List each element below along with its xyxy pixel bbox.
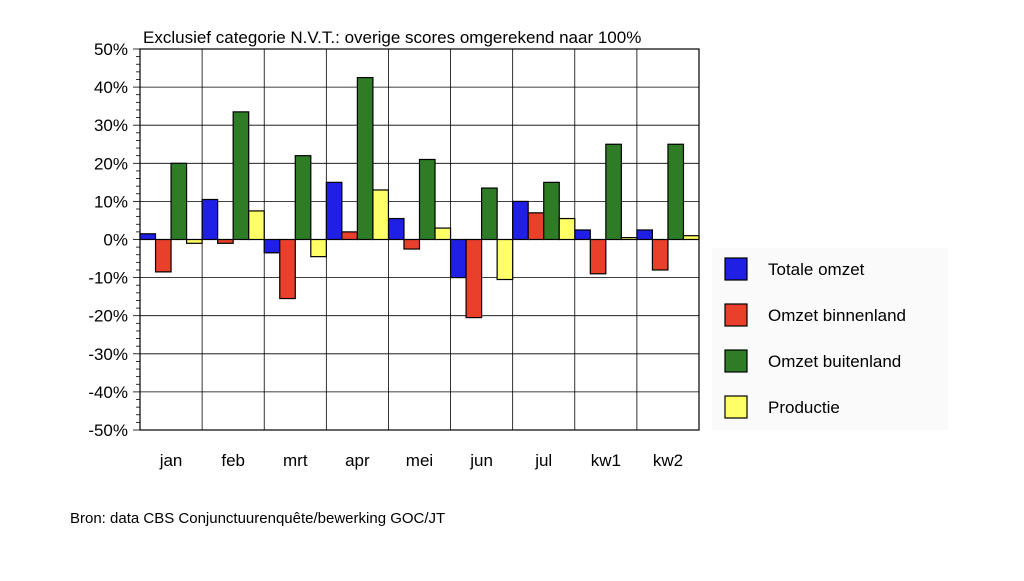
y-tick-label: -10% [88,269,128,288]
bar-omzet-buitenland-kw2 [667,143,685,241]
chart-title: Exclusief categorie N.V.T.: overige scor… [143,28,641,47]
bar-omzet-buitenland-jun [481,187,498,241]
x-tick-label: jun [469,451,493,470]
bar-productie-jul [558,217,576,241]
legend-label: Totale omzet [768,260,865,279]
bars [139,76,700,319]
bar-omzet-binnenland-kw1 [589,238,607,275]
bar-totale-omzet-jul [512,200,529,241]
bar-omzet-buitenland-mrt [294,155,312,241]
x-tick-label: mrt [283,451,308,470]
bar-productie-apr [372,189,390,241]
bar-totale-omzet-kw1 [574,229,591,241]
legend-label: Omzet binnenland [768,306,906,325]
y-tick-label: -50% [88,421,128,440]
bar-omzet-buitenland-apr [356,76,374,241]
source-note: Bron: data CBS Conjunctuurenquête/bewerk… [70,510,445,527]
x-tick-label: jul [534,451,552,470]
bar-omzet-binnenland-apr [341,231,358,241]
axes [133,48,700,431]
bar-productie-mrt [310,238,327,258]
bar-omzet-buitenland-feb [232,111,250,241]
bar-totale-omzet-apr [325,181,343,241]
bar-productie-mei [434,227,452,241]
bar-totale-omzet-mrt [263,238,281,254]
legend-swatch [724,349,748,373]
x-tick-label: kw1 [591,451,621,470]
y-tick-label: -40% [88,383,128,402]
legend-swatch [724,257,748,281]
x-tick-label: jan [159,451,183,470]
x-tick-label: kw2 [653,451,683,470]
bar-omzet-buitenland-kw1 [605,143,622,241]
y-tick-label: 0% [103,231,128,250]
bar-omzet-binnenland-feb [217,238,234,244]
y-tick-label: 50% [94,40,128,59]
legend-label: Omzet buitenland [768,352,901,371]
legend: Totale omzet Omzet binnenland Omzet buiten… [724,257,906,419]
y-tick-label: 10% [94,192,128,211]
x-tick-labels: jan feb mrt apr mei jun jul kw1 kw2 [159,451,683,470]
bar-productie-kw1 [620,236,638,241]
y-tick-label: 30% [94,116,128,135]
legend-swatch [724,395,748,419]
bar-omzet-binnenland-kw2 [651,238,669,271]
bar-productie-jun [496,238,514,281]
y-tick-label: 40% [94,78,128,97]
bar-productie-feb [248,210,265,241]
y-tick-labels: 50% 40% 30% 20% 10% 0% -10% -20% -30% -40% -50% [88,40,128,440]
x-tick-label: feb [221,451,245,470]
bar-totale-omzet-feb [201,198,219,241]
bar-productie-jan [185,238,203,244]
bar-totale-omzet-jan [139,233,157,241]
bar-omzet-binnenland-jan [154,238,172,273]
y-tick-label: -20% [88,307,128,326]
x-tick-label: mei [406,451,433,470]
bar-totale-omzet-mei [387,217,405,241]
bar-productie-kw2 [682,235,700,241]
legend-swatch [724,303,748,327]
bar-omzet-binnenland-jul [527,212,545,241]
x-tick-label: apr [345,451,370,470]
y-tick-label: 20% [94,154,128,173]
bar-totale-omzet-jun [449,238,467,279]
y-tick-label: -30% [88,345,128,364]
bar-omzet-binnenland-mrt [279,238,296,300]
legend-box [712,248,948,430]
bar-totale-omzet-kw2 [636,229,654,241]
bar-omzet-binnenland-mei [403,238,421,250]
legend-label: Productie [768,398,840,417]
bar-omzet-binnenland-jun [465,238,483,319]
bar-omzet-buitenland-jul [543,181,560,241]
bar-omzet-buitenland-jan [170,162,188,241]
bar-omzet-buitenland-mei [418,158,436,241]
